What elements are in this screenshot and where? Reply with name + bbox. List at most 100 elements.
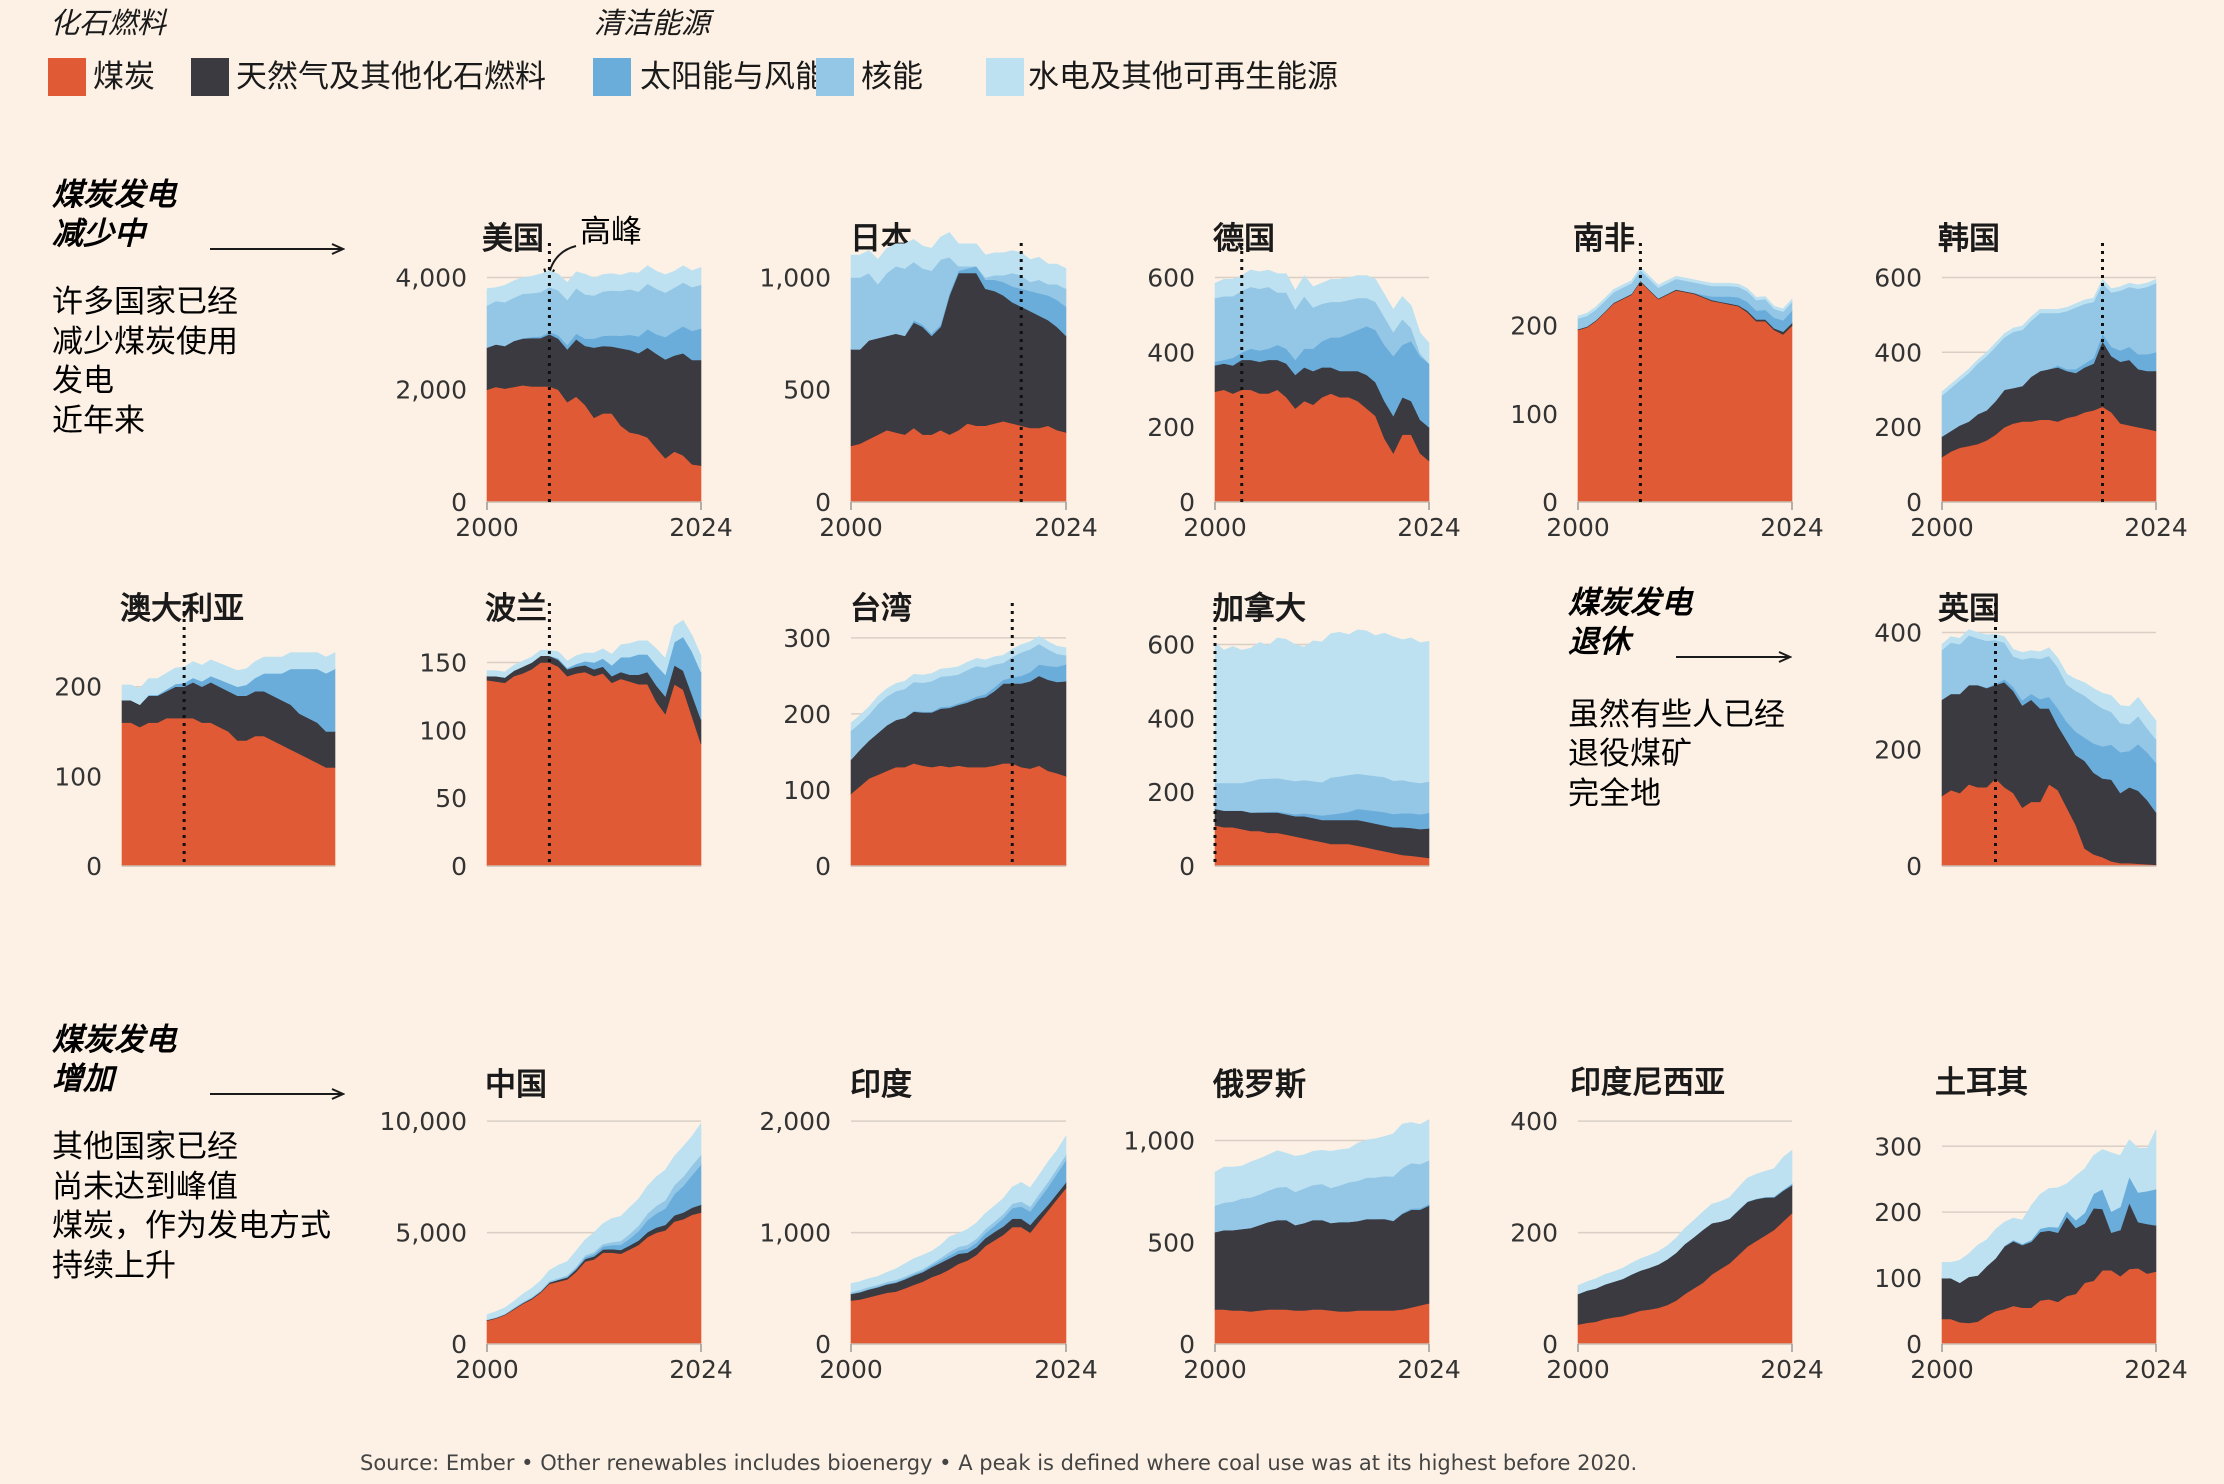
y-tick-label: 0 xyxy=(1542,488,1558,517)
section-desc-line: 退役煤矿 xyxy=(1568,736,1692,772)
y-tick-label: 0 xyxy=(1906,1330,1922,1359)
x-tick-label: 2000 xyxy=(1910,513,1974,542)
section-desc-line: 许多国家已经 xyxy=(52,284,238,320)
x-tick-label: 2000 xyxy=(819,513,883,542)
chart-title: 印度 xyxy=(850,1067,912,1103)
y-tick-label: 0 xyxy=(1542,1330,1558,1359)
area-hydro xyxy=(121,652,336,705)
legend: 化石燃料 清洁能源 煤炭 天然气及其他化石燃料 太阳能与风能 核能 水电及其他可… xyxy=(48,6,1338,96)
chart-title: 美国 xyxy=(482,221,544,257)
chart-title: 韩国 xyxy=(1938,221,2000,257)
area-hydro xyxy=(1214,1119,1430,1207)
chart-14: 印度尼西亚 0 200 400 2000 2024 xyxy=(1510,1065,1824,1384)
y-tick-label: 0 xyxy=(451,1330,467,1359)
y-tick-label: 100 xyxy=(1510,400,1558,429)
x-tick-label: 2024 xyxy=(669,1355,733,1384)
section-desc-line: 尚未达到峰值 xyxy=(52,1169,238,1205)
y-tick-label: 200 xyxy=(1874,413,1922,442)
y-tick-label: 0 xyxy=(1179,852,1195,881)
legend-swatch-hydro xyxy=(986,58,1024,96)
y-tick-label: 1,000 xyxy=(1123,1127,1195,1156)
x-tick-label: 2000 xyxy=(1183,1355,1247,1384)
y-tick-label: 400 xyxy=(1874,619,1922,648)
legend-swatch-coal xyxy=(48,58,86,96)
section-desc-line: 持续上升 xyxy=(52,1248,176,1284)
chart-9: 加拿大 0 200 400 600 xyxy=(1147,591,1430,881)
chart-6: 澳大利亚 0 100 200 xyxy=(54,591,336,881)
chart-title: 中国 xyxy=(485,1067,547,1103)
peak-callout: 高峰 xyxy=(548,214,642,280)
chart-7: 波兰 0 50 100 150 xyxy=(419,591,702,881)
section-desc-line: 煤炭，作为发电方式 xyxy=(52,1208,331,1244)
section-title-line2: 增加 xyxy=(52,1061,118,1097)
y-tick-label: 0 xyxy=(1179,488,1195,517)
section-increasing: 煤炭发电 增加 其他国家已经 尚未达到峰值 煤炭，作为发电方式 持续上升 xyxy=(52,1022,343,1284)
y-tick-label: 10,000 xyxy=(380,1107,467,1136)
chart-title: 波兰 xyxy=(485,591,547,627)
y-tick-label: 400 xyxy=(1147,704,1195,733)
y-tick-label: 50 xyxy=(435,784,467,813)
legend-label-nuclear: 核能 xyxy=(861,59,923,95)
section-desc-line: 虽然有些人已经 xyxy=(1568,697,1785,733)
area-hydro xyxy=(1941,629,2157,741)
legend-label-gas: 天然气及其他化石燃料 xyxy=(236,59,546,95)
section-declining: 煤炭发电 减少中 许多国家已经 减少煤炭使用 发电 近年来 xyxy=(52,177,343,439)
legend-label-coal: 煤炭 xyxy=(93,59,155,95)
section-title-line2: 退休 xyxy=(1568,624,1634,660)
y-tick-label: 200 xyxy=(1510,1219,1558,1248)
y-tick-label: 600 xyxy=(1147,631,1195,660)
y-tick-label: 2,000 xyxy=(759,1107,831,1136)
y-tick-label: 0 xyxy=(815,1330,831,1359)
y-tick-label: 100 xyxy=(783,776,831,805)
y-tick-label: 100 xyxy=(54,762,102,791)
x-tick-label: 2024 xyxy=(1760,513,1824,542)
source-note: Source: Ember • Other renewables include… xyxy=(360,1451,1637,1475)
x-tick-label: 2000 xyxy=(455,513,519,542)
y-tick-label: 0 xyxy=(451,488,467,517)
x-tick-label: 2000 xyxy=(1910,1355,1974,1384)
chart-title: 澳大利亚 xyxy=(120,591,244,627)
y-tick-label: 0 xyxy=(86,852,102,881)
chart-title: 台湾 xyxy=(850,591,912,627)
peak-label: 高峰 xyxy=(580,214,642,250)
y-tick-label: 0 xyxy=(815,488,831,517)
chart-3: 德国 0 200 400 600 2000 2024 xyxy=(1147,221,1461,542)
chart-15: 土耳其 0 100 200 300 2000 2024 xyxy=(1874,1065,2188,1384)
section-title-line1: 煤炭发电 xyxy=(52,177,178,213)
area-hydro xyxy=(1214,629,1430,784)
y-tick-label: 150 xyxy=(419,648,467,677)
chart-title: 南非 xyxy=(1573,221,1635,257)
legend-label-hydro: 水电及其他可再生能源 xyxy=(1028,59,1338,95)
area-hydro xyxy=(1577,266,1793,319)
y-tick-label: 1,000 xyxy=(759,263,831,292)
x-tick-label: 2000 xyxy=(455,1355,519,1384)
section-title-line2: 减少中 xyxy=(52,216,148,252)
area-hydro xyxy=(850,635,1067,732)
section-desc-line: 完全地 xyxy=(1568,776,1661,812)
section-desc-line: 减少煤炭使用 xyxy=(52,324,238,360)
x-tick-label: 2024 xyxy=(669,513,733,542)
y-tick-label: 0 xyxy=(815,852,831,881)
x-tick-label: 2024 xyxy=(1760,1355,1824,1384)
area-hydro xyxy=(1941,278,2157,396)
section-desc-line: 近年来 xyxy=(52,403,145,439)
y-tick-label: 300 xyxy=(1874,1132,1922,1161)
area-hydro xyxy=(850,1134,1067,1293)
chart-title: 德国 xyxy=(1213,221,1275,257)
y-tick-label: 0 xyxy=(1906,852,1922,881)
y-tick-label: 0 xyxy=(1179,1330,1195,1359)
section-desc-line: 其他国家已经 xyxy=(52,1129,238,1165)
chart-title: 土耳其 xyxy=(1935,1065,2028,1101)
area-hydro xyxy=(486,619,702,678)
y-tick-label: 5,000 xyxy=(395,1219,467,1248)
legend-group-clean: 清洁能源 xyxy=(594,6,715,40)
x-tick-label: 2024 xyxy=(2124,1355,2188,1384)
chart-4: 南非 0 100 200 2000 2024 xyxy=(1510,221,1824,542)
chart-title: 英国 xyxy=(1938,591,2000,627)
section-retired: 煤炭发电 退休 虽然有些人已经 退役煤矿 完全地 xyxy=(1568,585,1790,812)
chart-title: 印度尼西亚 xyxy=(1570,1065,1725,1101)
area-coal xyxy=(850,762,1067,867)
chart-11: 中国 0 5,000 10,000 2000 2024 xyxy=(380,1067,733,1384)
legend-swatch-nuclear xyxy=(816,58,854,96)
